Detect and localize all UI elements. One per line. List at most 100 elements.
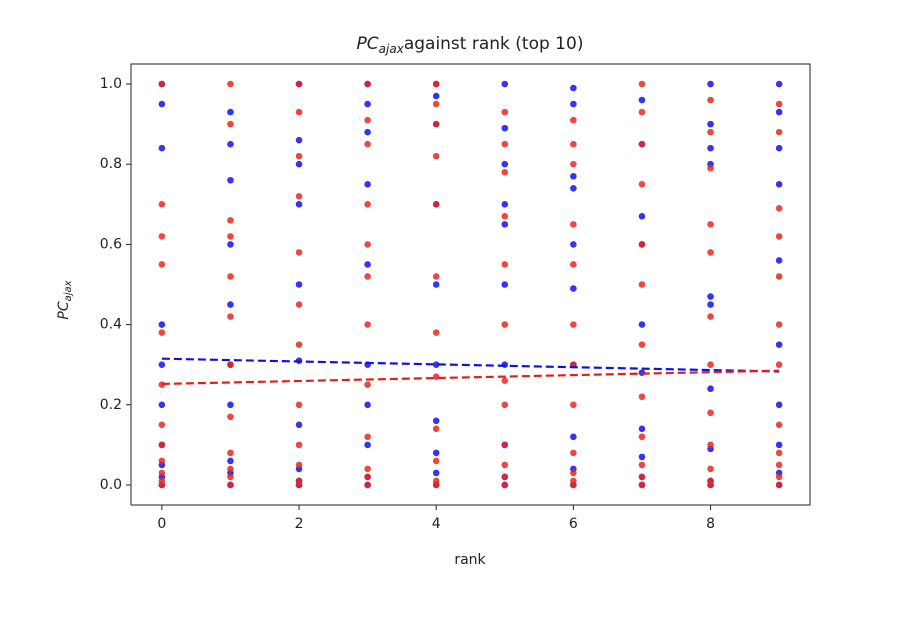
point <box>775 205 783 212</box>
point <box>775 481 783 489</box>
point <box>227 361 234 368</box>
point <box>364 116 371 124</box>
point <box>501 213 509 220</box>
point <box>707 293 714 300</box>
point <box>501 140 509 148</box>
y-tick-label: 0.0 <box>100 477 122 493</box>
point <box>364 401 371 409</box>
point <box>364 321 371 328</box>
point <box>227 401 234 409</box>
point <box>364 273 371 280</box>
x-tick-label: 8 <box>706 516 715 532</box>
point <box>638 108 646 116</box>
point <box>432 477 440 485</box>
point <box>501 281 509 288</box>
point <box>638 180 646 188</box>
title-main: PC <box>357 34 379 54</box>
point <box>501 481 509 489</box>
point <box>570 140 577 148</box>
plot-frame <box>130 63 811 506</box>
point <box>638 461 646 469</box>
point <box>364 473 371 481</box>
point <box>158 261 166 268</box>
point <box>364 481 371 489</box>
point <box>227 80 234 88</box>
point <box>707 128 714 136</box>
point <box>775 108 783 116</box>
point <box>364 261 371 268</box>
point <box>295 281 303 288</box>
point <box>432 80 440 88</box>
point <box>707 385 714 393</box>
point <box>432 425 440 433</box>
point <box>570 221 577 228</box>
point <box>364 128 371 136</box>
point <box>501 401 509 409</box>
point <box>707 120 714 128</box>
point <box>638 140 646 148</box>
point <box>570 84 577 92</box>
point <box>570 449 577 457</box>
point <box>227 473 234 481</box>
point <box>638 425 646 433</box>
point <box>227 120 234 128</box>
point <box>501 168 509 176</box>
point <box>570 285 577 292</box>
title-sub: ajax <box>379 42 405 56</box>
y-tick-label: 1.0 <box>100 76 122 92</box>
point <box>158 441 166 449</box>
point <box>775 449 783 457</box>
x-tick-label: 0 <box>157 516 166 532</box>
x-tick-label: 6 <box>569 516 578 532</box>
point <box>775 321 783 328</box>
trend-line <box>161 369 780 386</box>
point <box>707 96 714 104</box>
point <box>364 433 371 441</box>
point <box>638 481 646 489</box>
point <box>707 313 714 320</box>
point <box>364 441 371 449</box>
point <box>501 441 509 449</box>
point <box>227 241 234 248</box>
point <box>775 100 783 108</box>
y-label-sub: ajax <box>63 280 74 301</box>
point <box>638 473 646 481</box>
point <box>227 273 234 280</box>
point <box>707 221 714 228</box>
y-tick-label: 0.2 <box>100 397 122 413</box>
point <box>638 213 646 220</box>
point <box>775 361 783 368</box>
point <box>775 273 783 280</box>
point <box>432 449 440 457</box>
point <box>295 301 303 308</box>
point <box>775 461 783 469</box>
point <box>158 421 166 429</box>
y-tick-label: 0.8 <box>100 156 122 172</box>
point <box>295 136 303 144</box>
point <box>775 233 783 240</box>
point <box>570 477 577 485</box>
point <box>227 140 234 148</box>
point <box>638 453 646 461</box>
point <box>501 201 509 208</box>
point <box>227 313 234 320</box>
point <box>501 473 509 481</box>
point <box>570 241 577 248</box>
point <box>707 361 714 368</box>
point <box>432 281 440 288</box>
point <box>227 108 234 116</box>
point <box>158 401 166 409</box>
point <box>707 301 714 308</box>
point <box>227 301 234 308</box>
point <box>775 144 783 152</box>
point <box>295 341 303 348</box>
point <box>707 477 714 485</box>
point <box>432 152 440 160</box>
point <box>295 193 303 200</box>
point <box>158 201 166 208</box>
point <box>227 176 234 184</box>
x-tick-label: 2 <box>295 516 304 532</box>
point <box>501 124 509 132</box>
point <box>295 477 303 485</box>
